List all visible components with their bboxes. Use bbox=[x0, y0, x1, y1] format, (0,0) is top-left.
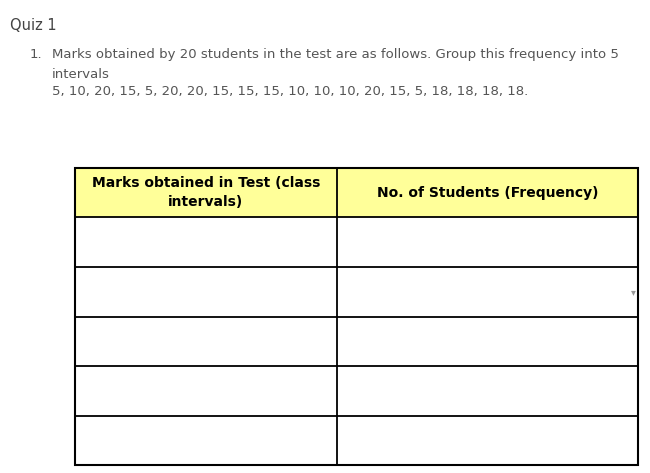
Text: No. of Students (Frequency): No. of Students (Frequency) bbox=[376, 186, 598, 200]
Bar bbox=[75, 168, 638, 465]
Text: 1.: 1. bbox=[30, 48, 43, 61]
Text: 5, 10, 20, 15, 5, 20, 20, 15, 15, 15, 10, 10, 10, 20, 15, 5, 18, 18, 18, 18.: 5, 10, 20, 15, 5, 20, 20, 15, 15, 15, 10… bbox=[52, 85, 528, 98]
Bar bbox=[337, 168, 638, 218]
Text: intervals: intervals bbox=[52, 68, 110, 81]
Bar bbox=[75, 168, 638, 465]
Bar bbox=[75, 168, 337, 218]
Text: Quiz 1: Quiz 1 bbox=[10, 18, 57, 33]
Text: Marks obtained in Test (class
intervals): Marks obtained in Test (class intervals) bbox=[92, 176, 320, 210]
Text: Marks obtained by 20 students in the test are as follows. Group this frequency i: Marks obtained by 20 students in the tes… bbox=[52, 48, 619, 61]
Text: ▾: ▾ bbox=[631, 287, 636, 297]
